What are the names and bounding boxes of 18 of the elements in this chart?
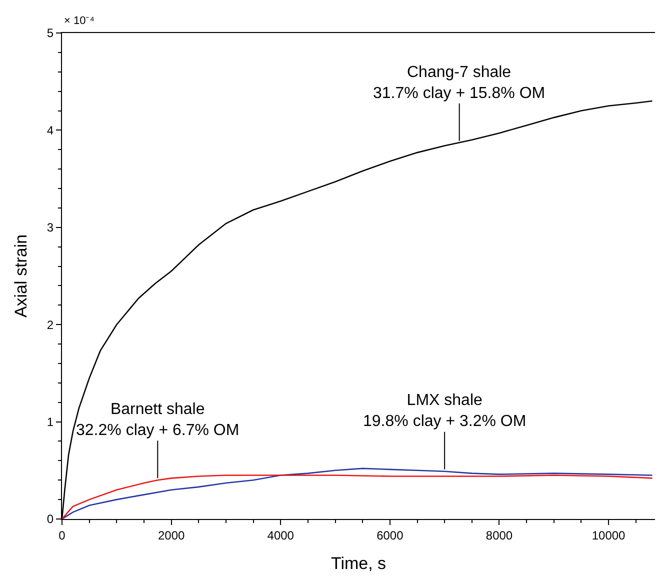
y-tick-label: 1 bbox=[46, 415, 54, 429]
x-tick-label: 10000 bbox=[592, 528, 626, 542]
y-tick-label: 5 bbox=[46, 26, 54, 40]
y-tick-label: 2 bbox=[46, 318, 54, 332]
annotation: Barnett shale 32.2% clay + 6.7% OM bbox=[76, 401, 240, 439]
x-tick-label: 8000 bbox=[486, 528, 513, 542]
annotation: Chang-7 shale 31.7% clay + 15.8% OM bbox=[373, 64, 546, 102]
y-tick-label: 0 bbox=[46, 512, 54, 526]
y-tick-label: 4 bbox=[46, 123, 54, 138]
y-axis-title: Axial strain bbox=[11, 234, 30, 318]
x-tick-label: 2000 bbox=[158, 528, 185, 542]
y-tick-label: 3 bbox=[46, 220, 54, 235]
text: × 10⁻⁴ bbox=[64, 15, 95, 27]
x-tick-label: 0 bbox=[58, 528, 66, 542]
x-axis-title: Time, s bbox=[330, 554, 386, 573]
annotation: LMX shale 19.8% clay + 3.2% OM bbox=[363, 392, 526, 430]
x-tick-label: 4000 bbox=[267, 528, 294, 542]
x-tick-label: 6000 bbox=[376, 528, 404, 542]
